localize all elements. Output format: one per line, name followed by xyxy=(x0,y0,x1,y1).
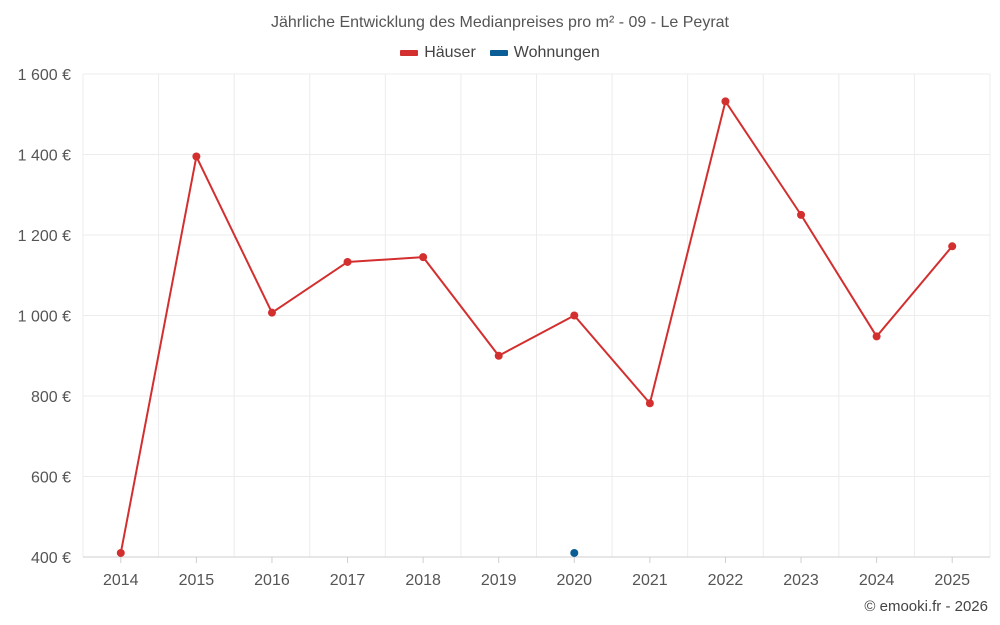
x-tick-label: 2019 xyxy=(481,572,517,589)
legend-label-haeuser: Häuser xyxy=(424,44,476,61)
x-tick-label: 2017 xyxy=(330,572,366,589)
x-tick-label: 2016 xyxy=(254,572,290,589)
x-tick-label: 2021 xyxy=(632,572,668,589)
data-point xyxy=(570,311,579,320)
data-point xyxy=(570,548,579,557)
legend-item-wohnungen[interactable]: Wohnungen xyxy=(489,44,600,62)
y-tick-label: 1 600 € xyxy=(18,67,71,84)
data-point xyxy=(419,253,428,262)
x-tick-label: 2023 xyxy=(783,572,819,589)
series-line-0 xyxy=(119,100,953,554)
x-tick-label: 2014 xyxy=(103,572,139,589)
data-point xyxy=(721,97,730,106)
credit-text: © emooki.fr - 2026 xyxy=(864,598,988,615)
data-point xyxy=(267,308,276,317)
data-point xyxy=(948,242,957,251)
x-tick-label: 2018 xyxy=(405,572,441,589)
y-tick-label: 1 000 € xyxy=(18,309,71,326)
legend-swatch-haeuser xyxy=(400,50,419,56)
y-tick-label: 1 400 € xyxy=(18,148,71,165)
data-point xyxy=(192,152,201,161)
x-tick-label: 2020 xyxy=(556,572,592,589)
y-tick-label: 1 200 € xyxy=(18,228,71,245)
data-point xyxy=(645,399,654,408)
data-point xyxy=(116,548,125,557)
x-tick-label: 2022 xyxy=(708,572,744,589)
x-tick-label: 2024 xyxy=(859,572,895,589)
y-tick-label: 600 € xyxy=(31,470,71,487)
data-point xyxy=(343,257,352,266)
legend-item-haeuser[interactable]: Häuser xyxy=(400,44,476,62)
x-tick-label: 2015 xyxy=(179,572,215,589)
y-tick-label: 800 € xyxy=(31,389,71,406)
y-tick-label: 400 € xyxy=(31,550,71,567)
legend: Häuser Wohnungen xyxy=(0,44,1000,62)
data-point xyxy=(872,332,881,341)
legend-swatch-wohnungen xyxy=(489,50,508,56)
data-point xyxy=(797,210,806,219)
data-point xyxy=(494,351,503,360)
x-tick-label: 2025 xyxy=(934,572,970,589)
legend-label-wohnungen: Wohnungen xyxy=(513,44,600,61)
chart-title: Jährliche Entwicklung des Medianpreises … xyxy=(271,14,729,31)
